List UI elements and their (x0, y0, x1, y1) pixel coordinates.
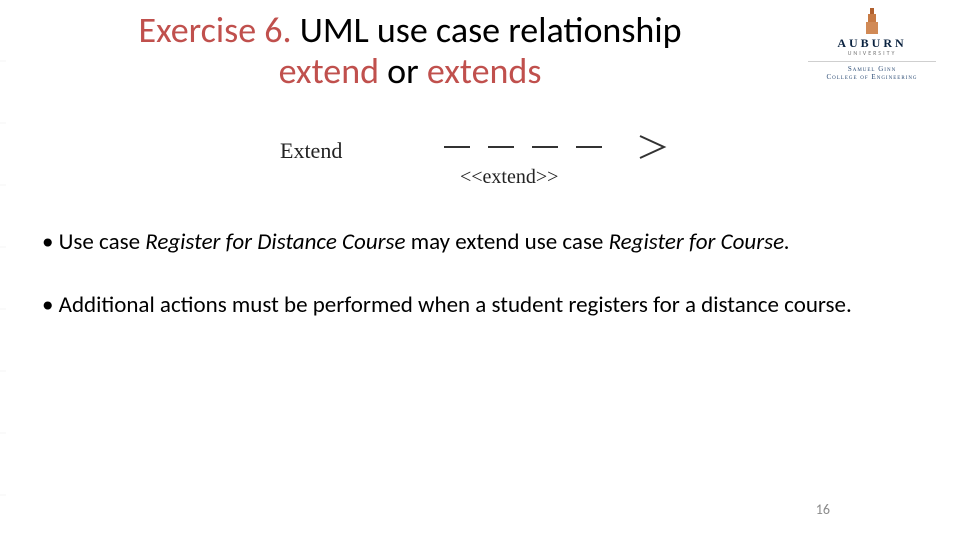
auburn-logo: AUBURN UNIVERSITY Samuel Ginn College of… (802, 8, 942, 81)
bullet-text: • Additional actions must be performed w… (42, 291, 852, 319)
bullet-item: • Use case Register for Distance Course … (42, 228, 920, 257)
bullet-list: • Use case Register for Distance Course … (42, 228, 920, 354)
title-prefix: Exercise 6. (138, 8, 291, 52)
title-extend-a: extend (279, 49, 379, 93)
tower-icon (866, 8, 878, 34)
bullet-text: may extend use case (406, 228, 609, 256)
title-rest1: UML use case relationship (292, 8, 682, 52)
college-line2: College of Engineering (826, 73, 917, 81)
auburn-subname: UNIVERSITY (802, 49, 942, 57)
logo-separator (808, 61, 936, 62)
diagram-label: Extend (280, 138, 342, 164)
bullet-item: • Additional actions must be performed w… (42, 291, 920, 320)
slide-title: Exercise 6. UML use case relationship ex… (100, 10, 720, 93)
bullet-em: Register for Course. (609, 228, 790, 256)
slide: Exercise 6. UML use case relationship ex… (0, 0, 960, 540)
college-name: Samuel Ginn College of Engineering (802, 66, 942, 81)
title-or: or (379, 49, 427, 93)
title-prefix-red: Exercise 6. (138, 8, 291, 52)
title-extend-c: extends (427, 49, 542, 93)
page-number: 16 (816, 501, 830, 518)
uml-extend-diagram: Extend <<extend>> (270, 130, 690, 210)
left-decoration (0, 0, 6, 540)
bullet-em: Register for Distance Course (145, 228, 405, 256)
diagram-stereotype: <<extend>> (460, 166, 558, 189)
bullet-text: • Use case (42, 228, 145, 256)
dashed-open-arrow-icon (440, 130, 670, 164)
